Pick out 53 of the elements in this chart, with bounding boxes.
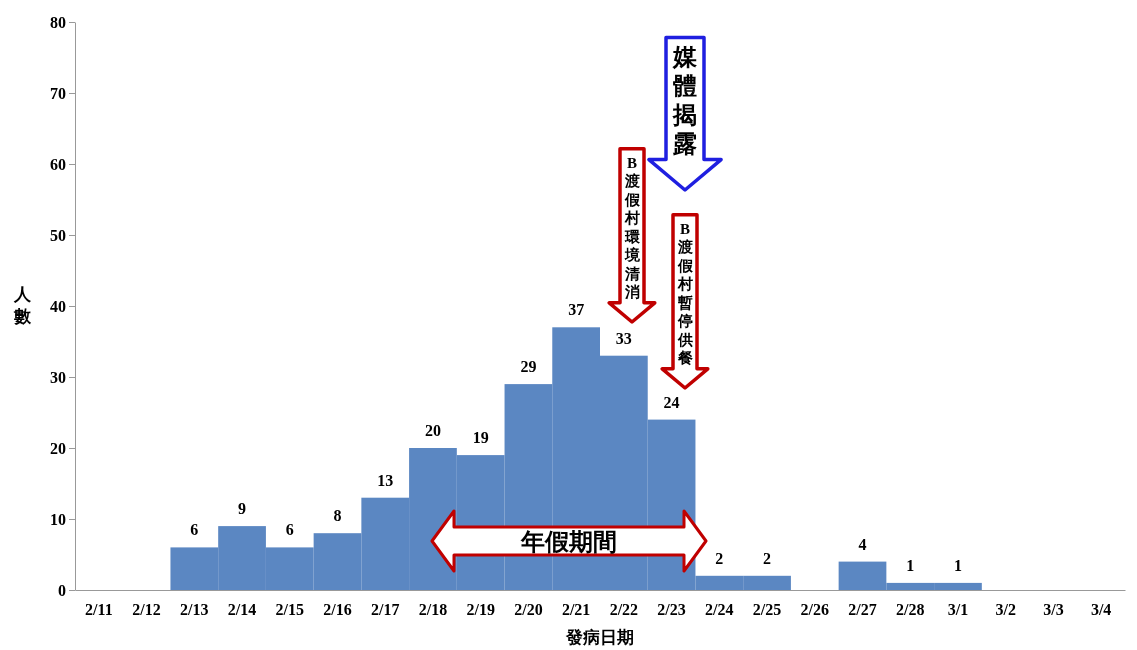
y-tick-label: 70 <box>50 84 66 102</box>
y-tick-label: 50 <box>50 226 66 244</box>
data-label: 2 <box>763 549 772 567</box>
data-label: 2 <box>715 549 724 567</box>
y-tick-label: 60 <box>50 155 66 173</box>
x-tick-label: 2/18 <box>418 601 448 619</box>
x-tick-label: 2/14 <box>227 601 257 619</box>
y-axis-title: 人數 <box>12 285 32 327</box>
y-tick-label: 10 <box>50 510 66 528</box>
x-tick-label: 2/20 <box>514 601 543 619</box>
annotation: 年假期間 <box>520 529 617 555</box>
x-tick-label: 2/25 <box>752 601 782 619</box>
x-tick-label: 3/4 <box>1090 601 1112 619</box>
x-tick-label: 2/13 <box>180 601 209 619</box>
data-label: 4 <box>858 535 867 553</box>
data-label: 13 <box>377 471 394 489</box>
data-label: 6 <box>285 521 294 539</box>
y-tick-label: 30 <box>50 368 66 386</box>
x-tick-label: 2/12 <box>132 601 161 619</box>
data-label: 1 <box>906 556 915 574</box>
y-tick-label: 40 <box>50 297 66 315</box>
x-tick-label: 2/27 <box>848 601 877 619</box>
x-tick-label: 3/2 <box>995 601 1016 619</box>
data-label: 20 <box>424 422 441 439</box>
x-tick-label: 2/24 <box>705 601 734 619</box>
data-label: 33 <box>615 329 632 347</box>
x-tick-label: 2/16 <box>323 601 352 619</box>
x-tick-label: 3/3 <box>1043 601 1064 619</box>
data-label: 9 <box>238 500 247 518</box>
x-tick-label: 2/19 <box>466 601 495 619</box>
y-tick-label: 0 <box>58 581 66 599</box>
y-tick-label: 20 <box>50 439 66 457</box>
x-tick-label: 2/23 <box>657 601 686 619</box>
annotation: B渡假村環境清消 <box>623 154 641 301</box>
data-label: 29 <box>520 358 537 376</box>
data-label: 19 <box>472 429 489 447</box>
y-tick-label: 80 <box>50 13 66 31</box>
annotation: 媒體揭露 <box>672 44 697 158</box>
x-tick-label: 2/26 <box>800 601 829 619</box>
data-label: 6 <box>190 521 199 539</box>
data-label: 24 <box>663 393 680 411</box>
annotation: B渡假村暫停供餐 <box>676 220 694 367</box>
x-tick-label: 2/15 <box>275 601 304 619</box>
data-label: 1 <box>953 556 962 574</box>
data-label: 8 <box>333 507 342 525</box>
x-axis-title: 發病日期 <box>565 628 634 647</box>
x-tick-label: 2/21 <box>561 601 591 619</box>
x-tick-label: 2/11 <box>85 601 113 619</box>
x-tick-label: 2/28 <box>896 601 925 619</box>
x-tick-label: 2/22 <box>609 601 639 619</box>
x-tick-label: 3/1 <box>947 601 969 619</box>
data-label: 37 <box>568 301 585 319</box>
x-tick-label: 2/17 <box>371 601 400 619</box>
